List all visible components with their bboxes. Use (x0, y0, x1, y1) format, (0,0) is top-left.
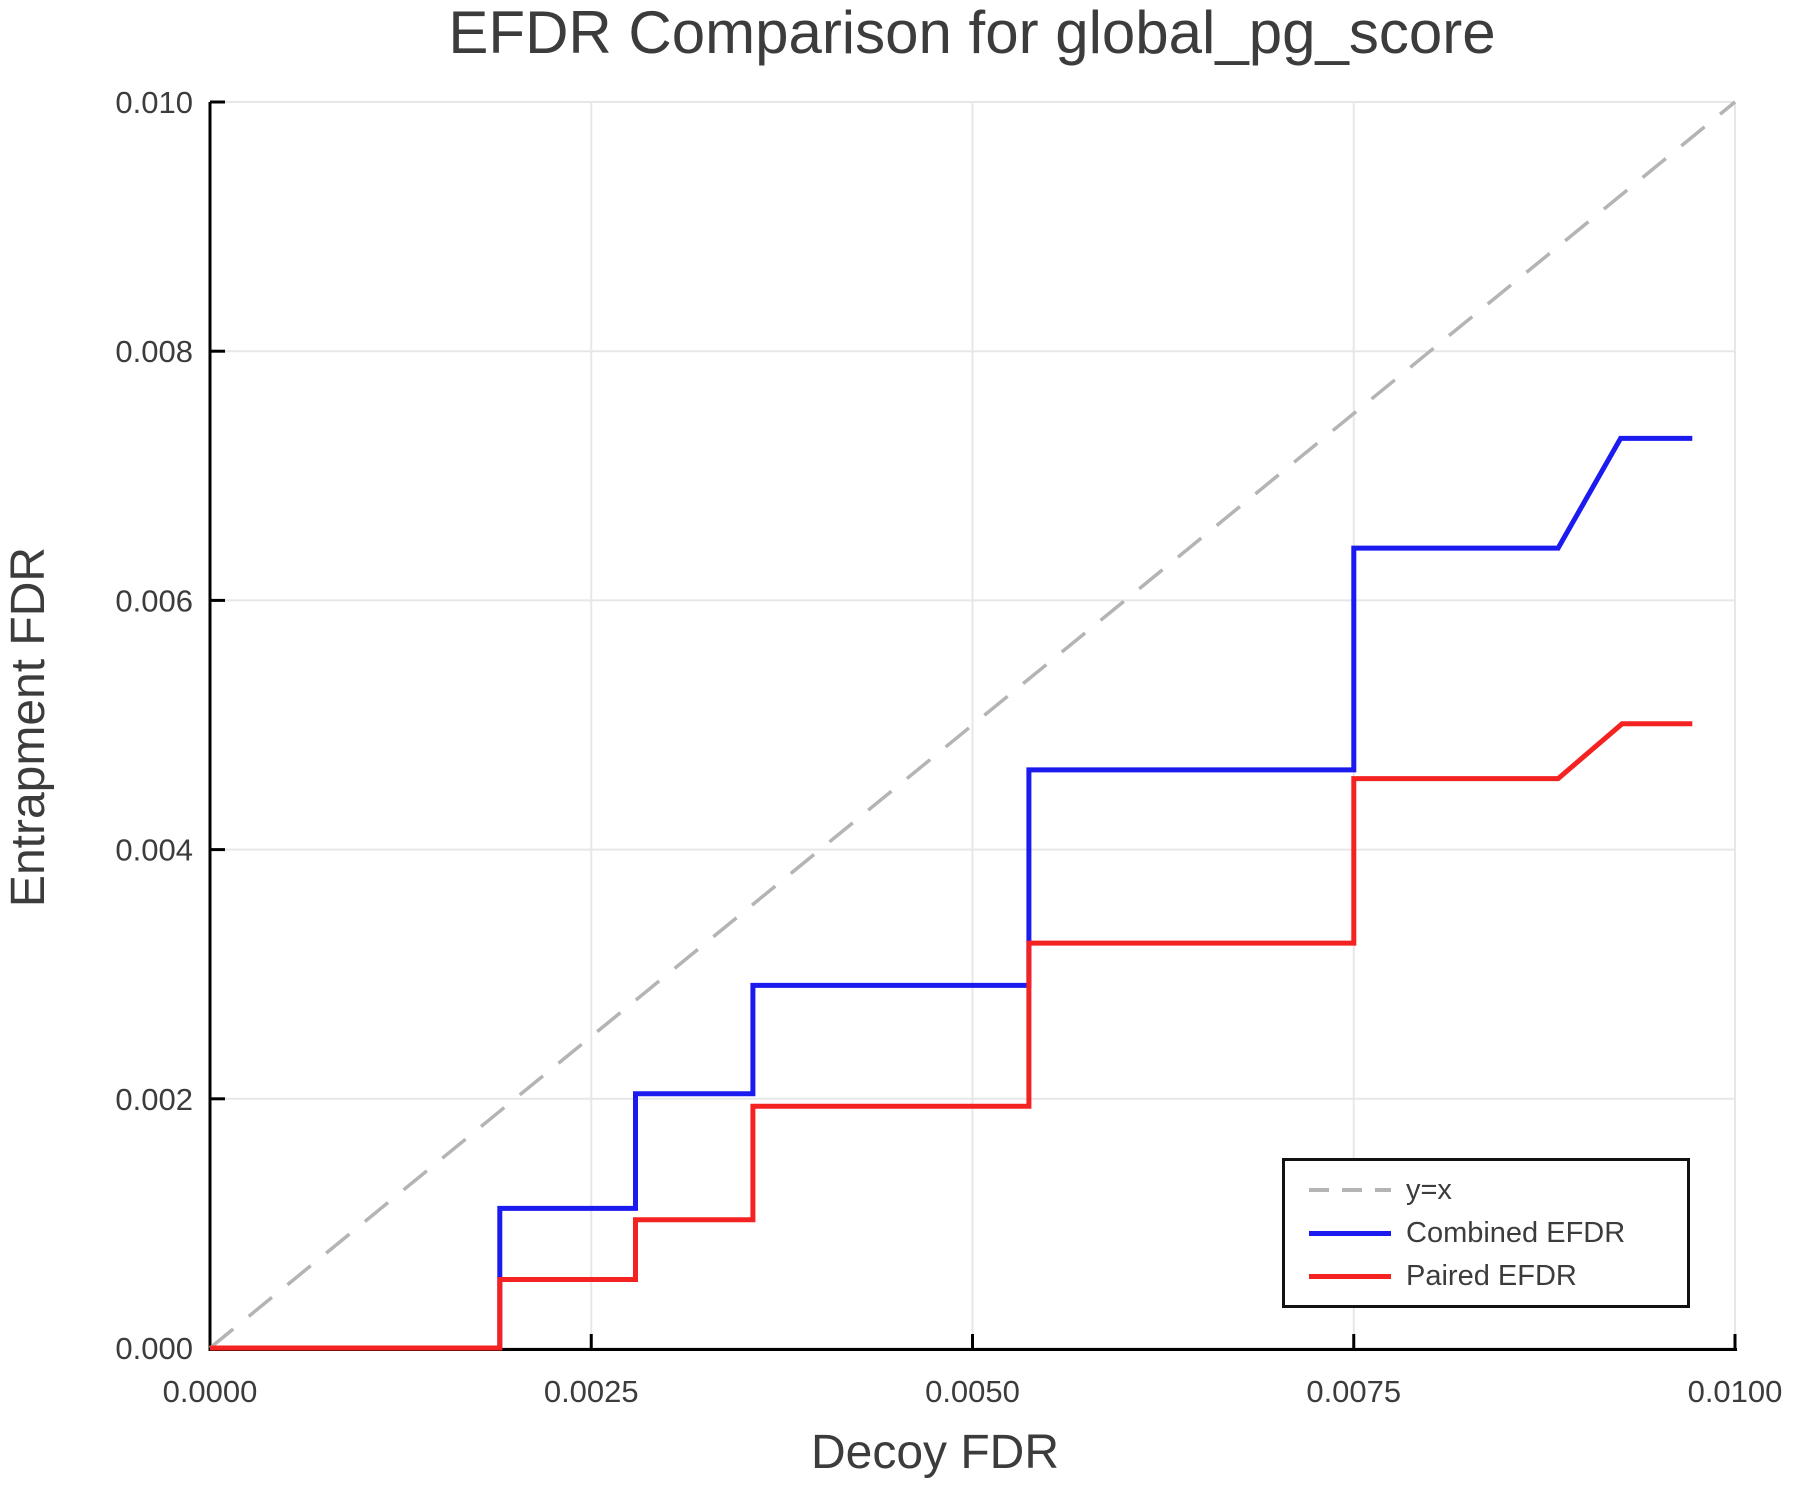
x-tick-label: 0.0100 (1688, 1374, 1783, 1409)
x-tick-label: 0.0025 (544, 1374, 639, 1409)
legend-line-sample (1309, 1230, 1391, 1236)
legend-line-sample (1309, 1188, 1391, 1192)
legend-label: y=x (1406, 1173, 1452, 1206)
series-paired-efdr (210, 721, 1693, 1351)
y-axis-label: Entrapment FDR (2, 547, 55, 907)
y-tick-label: 0.008 (115, 334, 193, 369)
series-combined-efdr (210, 435, 1693, 1351)
x-tick-label: 0.0075 (1306, 1374, 1401, 1409)
legend: y=x Combined EFDR Paired EFDR (1282, 1158, 1690, 1308)
y-tick-label: 0.006 (115, 583, 193, 618)
y-tick-label: 0.010 (115, 85, 193, 120)
x-tick-label: 0.0050 (925, 1374, 1020, 1409)
chart-title: EFDR Comparison for global_pg_score (448, 0, 1495, 66)
legend-entry: y=x (1309, 1169, 1687, 1212)
x-axis-label: Decoy FDR (811, 1426, 1059, 1479)
y-tick-label: 0.002 (115, 1082, 193, 1117)
legend-entry: Combined EFDR (1309, 1212, 1687, 1255)
x-tick-label: 0.0000 (163, 1374, 258, 1409)
axis-ticks: 0.0000 0.0025 0.0050 0.0075 0.0100 0.000 0.002… (115, 85, 1782, 1409)
legend-line-sample (1309, 1273, 1391, 1279)
data-series (208, 100, 1737, 1351)
y-tick-label: 0.004 (115, 833, 193, 868)
legend-label: Combined EFDR (1406, 1216, 1626, 1249)
legend-entry: Paired EFDR (1309, 1255, 1687, 1298)
legend-label: Paired EFDR (1406, 1259, 1577, 1292)
series-y-x (208, 100, 1737, 1350)
y-tick-label: 0.000 (115, 1331, 193, 1366)
